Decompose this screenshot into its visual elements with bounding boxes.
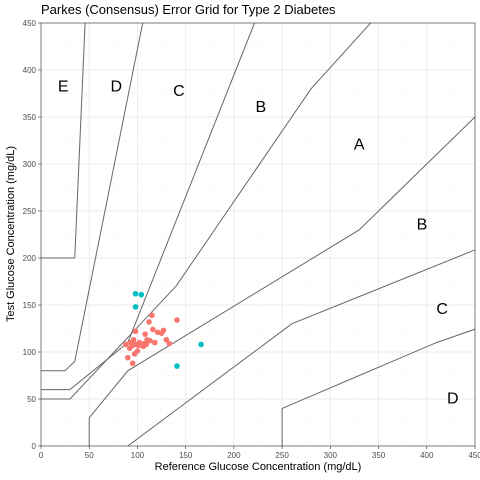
zone-label: D (447, 391, 459, 408)
data-point (132, 328, 139, 335)
x-tick-label: 300 (324, 451, 338, 460)
x-tick-label: 50 (85, 451, 94, 460)
zone-label: B (417, 217, 428, 234)
y-tick-label: 200 (23, 254, 37, 263)
zone-boundary-line (41, 23, 256, 391)
y-tick-label: 450 (23, 19, 37, 28)
y-tick-label: 300 (23, 160, 37, 169)
x-tick-label: 350 (372, 451, 386, 460)
x-axis-label: Reference Glucose Concentration (mg/dL) (154, 461, 362, 473)
zone-boundary-line (281, 328, 475, 446)
data-point (134, 348, 141, 354)
x-tick-label: 0 (39, 451, 44, 460)
data-point (147, 337, 153, 344)
chart-title: Parkes (Consensus) Error Grid for Type 2… (41, 2, 336, 17)
x-tick-label: 200 (227, 451, 241, 460)
zone-boundary-line (127, 249, 475, 446)
zone-label: C (173, 83, 185, 100)
data-point (146, 319, 152, 325)
data-point (132, 304, 139, 310)
data-point (152, 339, 158, 346)
data-point (198, 341, 204, 348)
zone-label-layer: A B B C C D D E (58, 78, 459, 407)
x-tick-label: 450 (468, 451, 480, 460)
data-point (150, 326, 156, 333)
data-point (138, 291, 145, 298)
zone-label: C (436, 301, 448, 318)
y-tick-label: 150 (23, 301, 37, 310)
y-tick-label: 350 (23, 113, 37, 122)
y-tick-label: 100 (23, 348, 37, 357)
zone-label: D (110, 78, 122, 95)
axis-layer: 0 50 100 150 200 250 300 350 400 450 0 50 100 150 200 2… (23, 19, 480, 460)
data-point (149, 312, 155, 319)
zone-boundary-layer (41, 23, 475, 446)
y-tick-label: 0 (32, 442, 37, 451)
zone-label: B (256, 99, 267, 116)
y-tick-label: 250 (23, 207, 37, 216)
x-tick-label: 150 (179, 451, 193, 460)
zone-boundary-line (88, 116, 475, 446)
y-tick-label: 50 (27, 395, 36, 404)
x-tick-label: 400 (420, 451, 434, 460)
zone-boundary-line (41, 23, 86, 259)
data-point (142, 331, 148, 337)
data-point (125, 354, 131, 361)
data-point (129, 360, 136, 367)
x-tick-label: 250 (275, 451, 289, 460)
data-point (174, 363, 180, 369)
y-axis-label: Test Glucose Concentration (mg/dL) (5, 145, 17, 323)
data-point (130, 336, 137, 343)
data-point (160, 327, 167, 334)
x-tick-label: 100 (131, 451, 145, 460)
zone-boundary-line (41, 23, 144, 372)
data-point (123, 341, 129, 348)
data-point-layer (123, 290, 204, 369)
data-point (174, 317, 180, 323)
y-tick-label: 400 (23, 66, 37, 75)
data-point (143, 341, 149, 348)
zone-label: A (354, 137, 365, 154)
zone-label: E (58, 78, 69, 95)
data-point (166, 340, 173, 347)
zone-boundary-line (41, 23, 372, 400)
data-point (132, 290, 139, 297)
panel-border (40, 22, 476, 447)
